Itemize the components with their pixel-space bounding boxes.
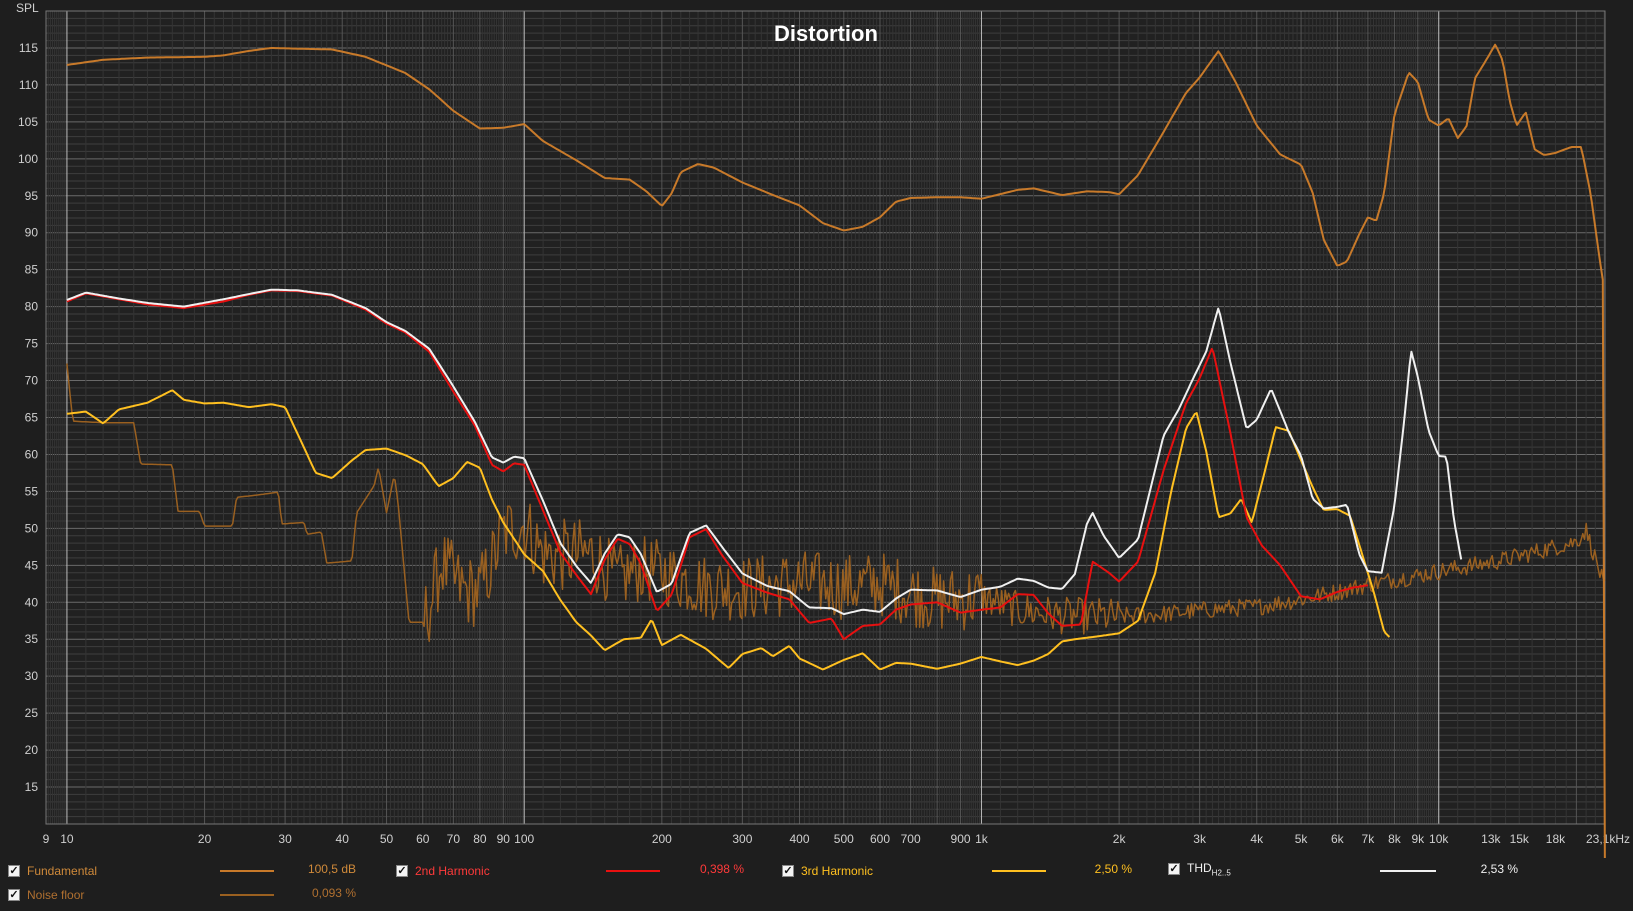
x-tick-label: 40 [336, 832, 350, 846]
x-tick-label: 8k [1388, 832, 1402, 846]
x-tick-label: 90 [497, 832, 511, 846]
y-tick-label: 70 [25, 374, 39, 388]
x-tick-label: 6k [1331, 832, 1345, 846]
y-tick-label: 15 [25, 780, 39, 794]
x-tick-label: 9 [43, 832, 50, 846]
x-tick-label: 100 [514, 832, 534, 846]
plot-frame [45, 10, 1606, 825]
x-tick-label: 80 [473, 832, 487, 846]
legend-value-fundamental: 100,5 dB [307, 862, 356, 876]
x-tick-label: 4k [1250, 832, 1264, 846]
x-tick-label: 70 [447, 832, 461, 846]
y-tick-label: 25 [25, 706, 39, 720]
x-tick-label: 2k [1113, 832, 1127, 846]
x-tick-label: 700 [901, 832, 921, 846]
y-tick-label: 40 [25, 595, 39, 609]
x-tick-label: 50 [380, 832, 394, 846]
series-line-3rd-harmonic [66, 389, 1391, 671]
x-tick-label: 600 [870, 832, 890, 846]
x-tick-label: 10k [1429, 832, 1449, 846]
3rd-harmonic-checkbox[interactable]: ✓ [782, 865, 794, 877]
fundamental-checkbox[interactable]: ✓ [8, 865, 20, 877]
y-tick-label: 45 [25, 558, 39, 572]
noise-floor-checkbox[interactable]: ✓ [8, 889, 20, 901]
legend: ✓ Fundamental 100,5 dB ✓ 2nd Harmonic 0,… [0, 858, 1633, 911]
y-tick-label: 75 [25, 337, 39, 351]
x-tick-label: 400 [789, 832, 809, 846]
x-tick-label: 900 [951, 832, 971, 846]
distortion-chart: 1520253035404550556065707580859095100105… [16, 1, 1630, 858]
legend-label-thd: THDH2..5 [1187, 860, 1231, 878]
x-tick-label: 9k [1411, 832, 1425, 846]
legend-label-fundamental: Fundamental [27, 864, 98, 878]
x-tick-label: 10 [60, 832, 74, 846]
y-tick-label: 65 [25, 411, 39, 425]
y-axis-label: SPL [16, 1, 39, 15]
y-tick-label: 50 [25, 521, 39, 535]
legend-swatch-3rd-harmonic [992, 870, 1046, 872]
legend-value-thd: 2,53 % [1480, 862, 1518, 876]
y-tick-label: 100 [18, 152, 38, 166]
legend-label-3rd-harmonic: 3rd Harmonic [801, 864, 874, 878]
legend-item-fundamental[interactable]: ✓ Fundamental [8, 862, 97, 880]
x-tick-label: 15k [1510, 832, 1530, 846]
y-tick-label: 35 [25, 632, 39, 646]
legend-label-noise-floor: Noise floor [27, 888, 85, 902]
x-tick-label: 13k [1481, 832, 1501, 846]
y-tick-label: 60 [25, 447, 39, 461]
legend-swatch-noise-floor [220, 894, 274, 896]
legend-value-noise-floor: 0,093 % [311, 886, 356, 900]
x-tick-label: 5k [1295, 832, 1309, 846]
legend-swatch-thd [1380, 870, 1436, 872]
x-tick-label: 23,1kHz [1586, 832, 1630, 846]
y-tick-label: 115 [19, 41, 38, 55]
y-tick-label: 110 [19, 78, 38, 92]
x-tick-label: 200 [652, 832, 672, 846]
2nd-harmonic-checkbox[interactable]: ✓ [396, 865, 408, 877]
y-tick-label: 30 [25, 669, 39, 683]
legend-item-3rd-harmonic[interactable]: ✓ 3rd Harmonic [782, 862, 873, 880]
x-tick-label: 3k [1193, 832, 1207, 846]
y-tick-label: 90 [25, 226, 39, 240]
x-tick-label: 18k [1546, 832, 1566, 846]
legend-item-thd[interactable]: ✓ THDH2..5 [1168, 860, 1231, 878]
x-tick-label: 30 [278, 832, 292, 846]
legend-value-2nd-harmonic: 0,398 % [699, 862, 744, 876]
y-tick-label: 55 [25, 484, 39, 498]
y-tick-label: 20 [25, 743, 39, 757]
legend-label-2nd-harmonic: 2nd Harmonic [415, 864, 490, 878]
y-tick-label: 105 [18, 115, 38, 129]
series-line-fundamental [66, 43, 1606, 858]
x-tick-label: 1k [975, 832, 989, 846]
series-line-thd [66, 288, 1463, 616]
legend-item-2nd-harmonic[interactable]: ✓ 2nd Harmonic [396, 862, 490, 880]
legend-swatch-2nd-harmonic [606, 870, 660, 872]
legend-item-noise-floor[interactable]: ✓ Noise floor [8, 886, 84, 904]
thd-checkbox[interactable]: ✓ [1168, 863, 1180, 875]
y-tick-label: 80 [25, 300, 39, 314]
x-tick-label: 7k [1362, 832, 1376, 846]
x-tick-label: 20 [198, 832, 212, 846]
x-tick-label: 60 [416, 832, 430, 846]
x-tick-label: 500 [834, 832, 854, 846]
x-tick-label: 300 [732, 832, 752, 846]
legend-value-3rd-harmonic: 2,50 % [1094, 862, 1132, 876]
legend-swatch-fundamental [220, 870, 274, 872]
chart-title: Distortion [774, 21, 878, 46]
y-tick-label: 85 [25, 263, 39, 277]
y-tick-label: 95 [25, 189, 39, 203]
